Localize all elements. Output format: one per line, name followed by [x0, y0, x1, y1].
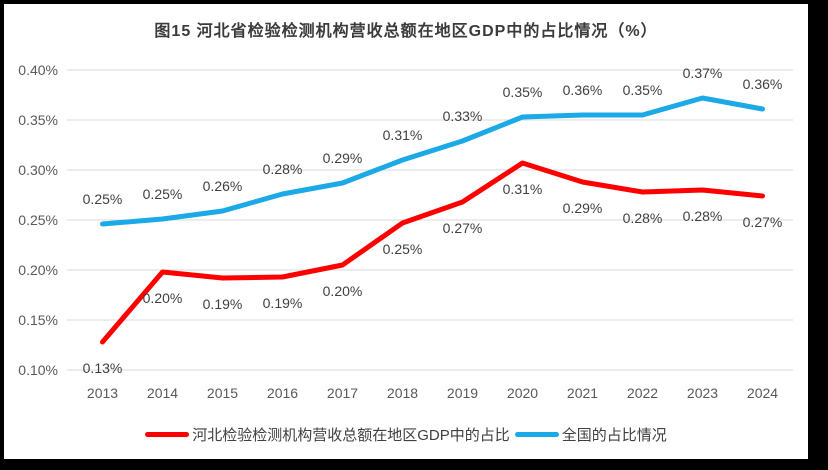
data-label: 0.31%	[502, 181, 543, 197]
x-axis-tick-label: 2021	[566, 385, 599, 401]
data-label: 0.28%	[262, 161, 303, 177]
y-axis-tick-label: 0.25%	[18, 212, 58, 228]
x-axis-tick-label: 2018	[386, 385, 419, 401]
x-axis-tick-label: 2017	[326, 385, 359, 401]
data-label: 0.19%	[202, 296, 243, 312]
data-label: 0.28%	[622, 210, 663, 226]
data-label: 0.27%	[442, 220, 483, 236]
data-label: 0.27%	[742, 214, 783, 230]
data-label: 0.19%	[262, 295, 303, 311]
chart-title: 图15 河北省检验检测机构营收总额在地区GDP中的占比情况（%）	[154, 23, 658, 40]
data-label: 0.37%	[682, 65, 723, 81]
series-line-hebei	[100, 160, 765, 345]
data-label: 0.36%	[562, 82, 603, 98]
x-axis-tick-label: 2019	[446, 385, 479, 401]
data-label: 0.20%	[142, 290, 183, 306]
legend-label: 全国的占比情况	[561, 427, 667, 444]
legend-swatch	[514, 432, 559, 437]
y-axis-tick-label: 0.40%	[18, 62, 58, 78]
y-axis-tick-label: 0.20%	[18, 262, 58, 278]
x-axis-tick-label: 2020	[506, 385, 539, 401]
data-label: 0.29%	[322, 150, 363, 166]
y-axis-tick-label: 0.10%	[18, 362, 58, 378]
data-label: 0.31%	[382, 127, 423, 143]
y-axis-tick-label: 0.30%	[18, 162, 58, 178]
data-label: 0.25%	[142, 186, 183, 202]
data-label: 0.13%	[82, 360, 123, 376]
data-label: 0.36%	[742, 76, 783, 92]
chart-canvas: 图15 河北省检验检测机构营收总额在地区GDP中的占比情况（%） 0.40% 0.…	[4, 4, 808, 459]
data-label: 0.35%	[502, 84, 543, 100]
x-axis-tick-label: 2023	[686, 385, 719, 401]
x-axis-tick-label: 2022	[626, 385, 659, 401]
data-label: 0.33%	[442, 108, 483, 124]
y-axis-tick-label: 0.15%	[18, 312, 58, 328]
data-label: 0.25%	[82, 191, 123, 207]
x-axis-tick-label: 2014	[146, 385, 179, 401]
x-axis-tick-label: 2015	[206, 385, 239, 401]
chart-legend: 河北检验检测机构营收总额在地区GDP中的占比 全国的占比情况	[4, 424, 808, 445]
x-axis-tick-label: 2024	[746, 385, 779, 401]
legend-label: 河北检验检测机构营收总额在地区GDP中的占比	[192, 427, 510, 444]
data-label: 0.35%	[622, 82, 663, 98]
x-axis-tick-label: 2013	[86, 385, 119, 401]
legend-swatch	[145, 432, 190, 437]
data-label: 0.29%	[562, 200, 603, 216]
data-label: 0.20%	[322, 283, 363, 299]
data-label: 0.26%	[202, 178, 243, 194]
legend-item: 全国的占比情况	[514, 424, 667, 445]
plot-area	[67, 69, 793, 371]
series-line-national	[100, 95, 765, 227]
data-label: 0.25%	[382, 241, 423, 257]
legend-item: 河北检验检测机构营收总额在地区GDP中的占比	[145, 424, 510, 445]
y-axis-tick-label: 0.35%	[18, 112, 58, 128]
x-axis-tick-label: 2016	[266, 385, 299, 401]
data-label: 0.28%	[682, 208, 723, 224]
